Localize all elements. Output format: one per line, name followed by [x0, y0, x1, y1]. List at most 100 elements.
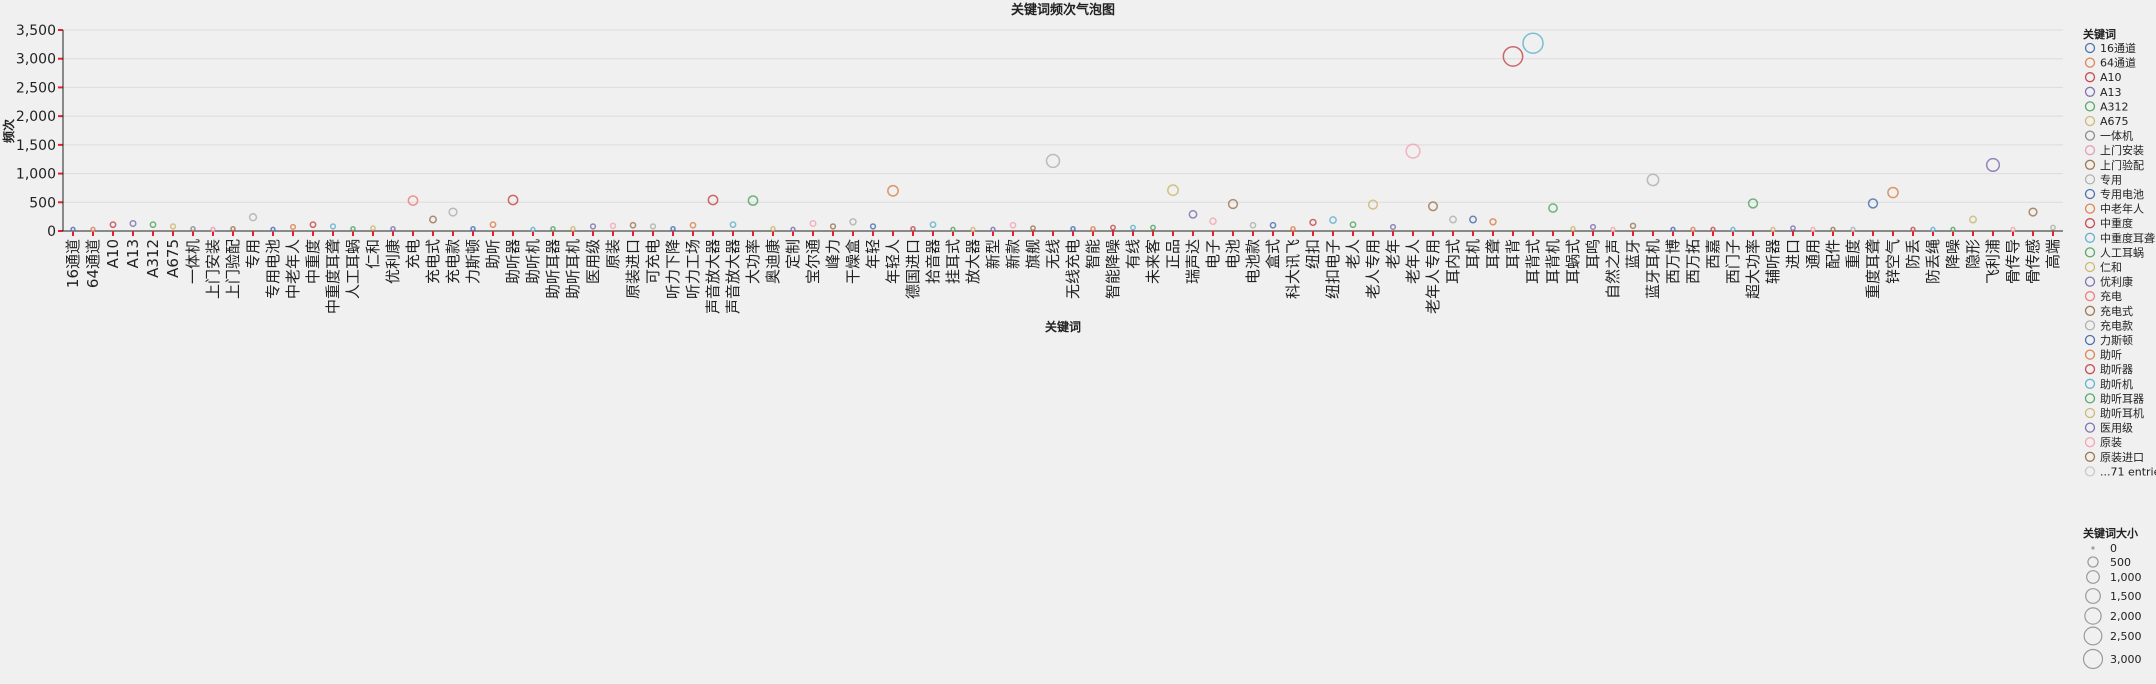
- bubble-超大功率[interactable]: [1747, 198, 1759, 209]
- legend-entry[interactable]: 助听: [2100, 348, 2122, 362]
- bubble-飞利浦[interactable]: [1985, 157, 2001, 173]
- legend-entry[interactable]: 力斯顿: [2100, 333, 2133, 347]
- bubble-上门安装[interactable]: [210, 226, 216, 232]
- legend-entry[interactable]: A13: [2100, 86, 2122, 99]
- legend-entry[interactable]: 助听耳器: [2100, 391, 2144, 405]
- legend-entry[interactable]: 医用级: [2100, 422, 2133, 435]
- bubble-新款[interactable]: [1009, 221, 1017, 229]
- bubble-瑞声达[interactable]: [1188, 209, 1198, 219]
- bubble-宝尔通[interactable]: [809, 219, 817, 228]
- bubble-大功率[interactable]: [747, 195, 759, 206]
- bubble-仁和[interactable]: [370, 225, 376, 231]
- legend-entry[interactable]: 上门验配: [2100, 158, 2144, 172]
- bubble-人工耳蜗[interactable]: [350, 225, 356, 232]
- bubble-蓝牙耳机[interactable]: [1646, 173, 1660, 187]
- legend-entry[interactable]: 原装: [2100, 436, 2122, 449]
- bubble-专用[interactable]: [248, 213, 258, 222]
- bubble-纽扣[interactable]: [1309, 218, 1317, 227]
- bubble-德国进口[interactable]: [910, 225, 916, 232]
- bubble-干燥盒[interactable]: [849, 218, 857, 226]
- legend-entry[interactable]: A312: [2100, 100, 2129, 113]
- bubble-耳背机[interactable]: [1548, 203, 1558, 213]
- bubble-年轻[interactable]: [869, 223, 877, 230]
- bubble-中重度耳聋[interactable]: [329, 223, 337, 230]
- bubble-16通道[interactable]: [70, 226, 76, 232]
- bubble-老人[interactable]: [1349, 221, 1357, 229]
- bubble-中老年人[interactable]: [289, 223, 297, 231]
- bubble-声音放大器[interactable]: [729, 221, 737, 229]
- legend-entry[interactable]: 中重度耳聋: [2100, 231, 2155, 245]
- bubble-未来客[interactable]: [1150, 224, 1156, 231]
- bubble-助听器[interactable]: [507, 194, 519, 206]
- bubble-电池[interactable]: [1227, 198, 1239, 210]
- legend-entry[interactable]: 充电式: [2100, 304, 2133, 318]
- bubble-旗舰[interactable]: [1030, 225, 1036, 231]
- bubble-放大器[interactable]: [970, 226, 976, 232]
- bubble-无线[interactable]: [1045, 153, 1061, 169]
- bubble-64通道[interactable]: [90, 226, 96, 232]
- bubble-电池款[interactable]: [1249, 221, 1257, 229]
- bubble-新型[interactable]: [990, 226, 996, 232]
- bubble-纽扣电子[interactable]: [1329, 216, 1337, 225]
- bubble-年轻人[interactable]: [887, 184, 899, 197]
- bubble-隐形[interactable]: [1969, 215, 1977, 224]
- bubble-电子[interactable]: [1209, 217, 1217, 226]
- bubble-西万拓[interactable]: [1690, 226, 1696, 232]
- bubble-一体机[interactable]: [190, 225, 196, 232]
- bubble-峰力[interactable]: [829, 223, 837, 230]
- bubble-配件[interactable]: [1830, 226, 1836, 232]
- bubble-降噪[interactable]: [1950, 226, 1956, 232]
- bubble-助听耳机[interactable]: [570, 225, 576, 232]
- bubble-听力下降[interactable]: [670, 225, 676, 232]
- bubble-优利康[interactable]: [390, 225, 396, 232]
- bubble-耳机[interactable]: [1469, 215, 1477, 224]
- legend-entry[interactable]: 助听耳机: [2100, 406, 2144, 420]
- bubble-老年人[interactable]: [1405, 143, 1421, 159]
- bubble-辅听器[interactable]: [1770, 226, 1776, 232]
- bubble-拾音器[interactable]: [929, 221, 937, 229]
- legend-entry[interactable]: 仁和: [2100, 261, 2122, 274]
- legend-entry[interactable]: 人工耳蜗: [2100, 246, 2144, 259]
- bubble-力斯顿[interactable]: [470, 225, 476, 232]
- bubble-充电款[interactable]: [448, 207, 458, 217]
- bubble-上门验配[interactable]: [230, 225, 236, 232]
- bubble-通用[interactable]: [1810, 226, 1816, 232]
- bubble-原装[interactable]: [609, 222, 617, 230]
- bubble-充电式[interactable]: [429, 215, 437, 224]
- legend-entry[interactable]: 充电: [2100, 289, 2122, 303]
- bubble-耳蜗式[interactable]: [1570, 225, 1576, 232]
- bubble-骨传感[interactable]: [2028, 207, 2038, 217]
- bubble-助听机[interactable]: [530, 226, 536, 232]
- legend-entry[interactable]: 专用: [2100, 172, 2122, 186]
- bubble-医用级[interactable]: [589, 223, 597, 230]
- legend-entry[interactable]: A675: [2100, 115, 2129, 128]
- bubble-防丢绳[interactable]: [1930, 226, 1936, 232]
- bubble-听力工场[interactable]: [689, 221, 697, 229]
- legend-entry[interactable]: 助听机: [2100, 377, 2133, 391]
- legend-entry[interactable]: 中重度: [2100, 216, 2133, 230]
- bubble-锌空气[interactable]: [1887, 186, 1899, 199]
- bubble-无线充电[interactable]: [1070, 225, 1076, 232]
- bubble-科大讯飞[interactable]: [1290, 225, 1296, 232]
- legend-entry[interactable]: 优利康: [2100, 275, 2133, 289]
- bubble-助听[interactable]: [489, 221, 497, 229]
- bubble-西嘉[interactable]: [1710, 226, 1716, 232]
- bubble-智能降噪[interactable]: [1110, 224, 1116, 231]
- legend-entry[interactable]: 上门安装: [2100, 143, 2144, 157]
- bubble-重度[interactable]: [1850, 226, 1856, 232]
- bubble-中重度[interactable]: [309, 221, 317, 229]
- bubble-骨传导[interactable]: [2010, 226, 2016, 232]
- bubble-助听耳器[interactable]: [550, 225, 556, 232]
- bubble-西门子[interactable]: [1730, 226, 1736, 232]
- bubble-A13[interactable]: [129, 219, 137, 228]
- legend-entry[interactable]: 64通道: [2100, 56, 2136, 70]
- bubble-耳聋[interactable]: [1489, 218, 1497, 226]
- bubble-专用电池[interactable]: [270, 226, 276, 232]
- bubble-老年人专用[interactable]: [1427, 201, 1439, 212]
- bubble-重度耳聋[interactable]: [1867, 198, 1879, 209]
- bubble-有线[interactable]: [1130, 224, 1136, 231]
- bubble-充电[interactable]: [407, 195, 419, 206]
- bubble-A675[interactable]: [169, 223, 177, 230]
- legend-entry[interactable]: 原装进口: [2100, 451, 2144, 464]
- bubble-奥迪康[interactable]: [770, 225, 776, 232]
